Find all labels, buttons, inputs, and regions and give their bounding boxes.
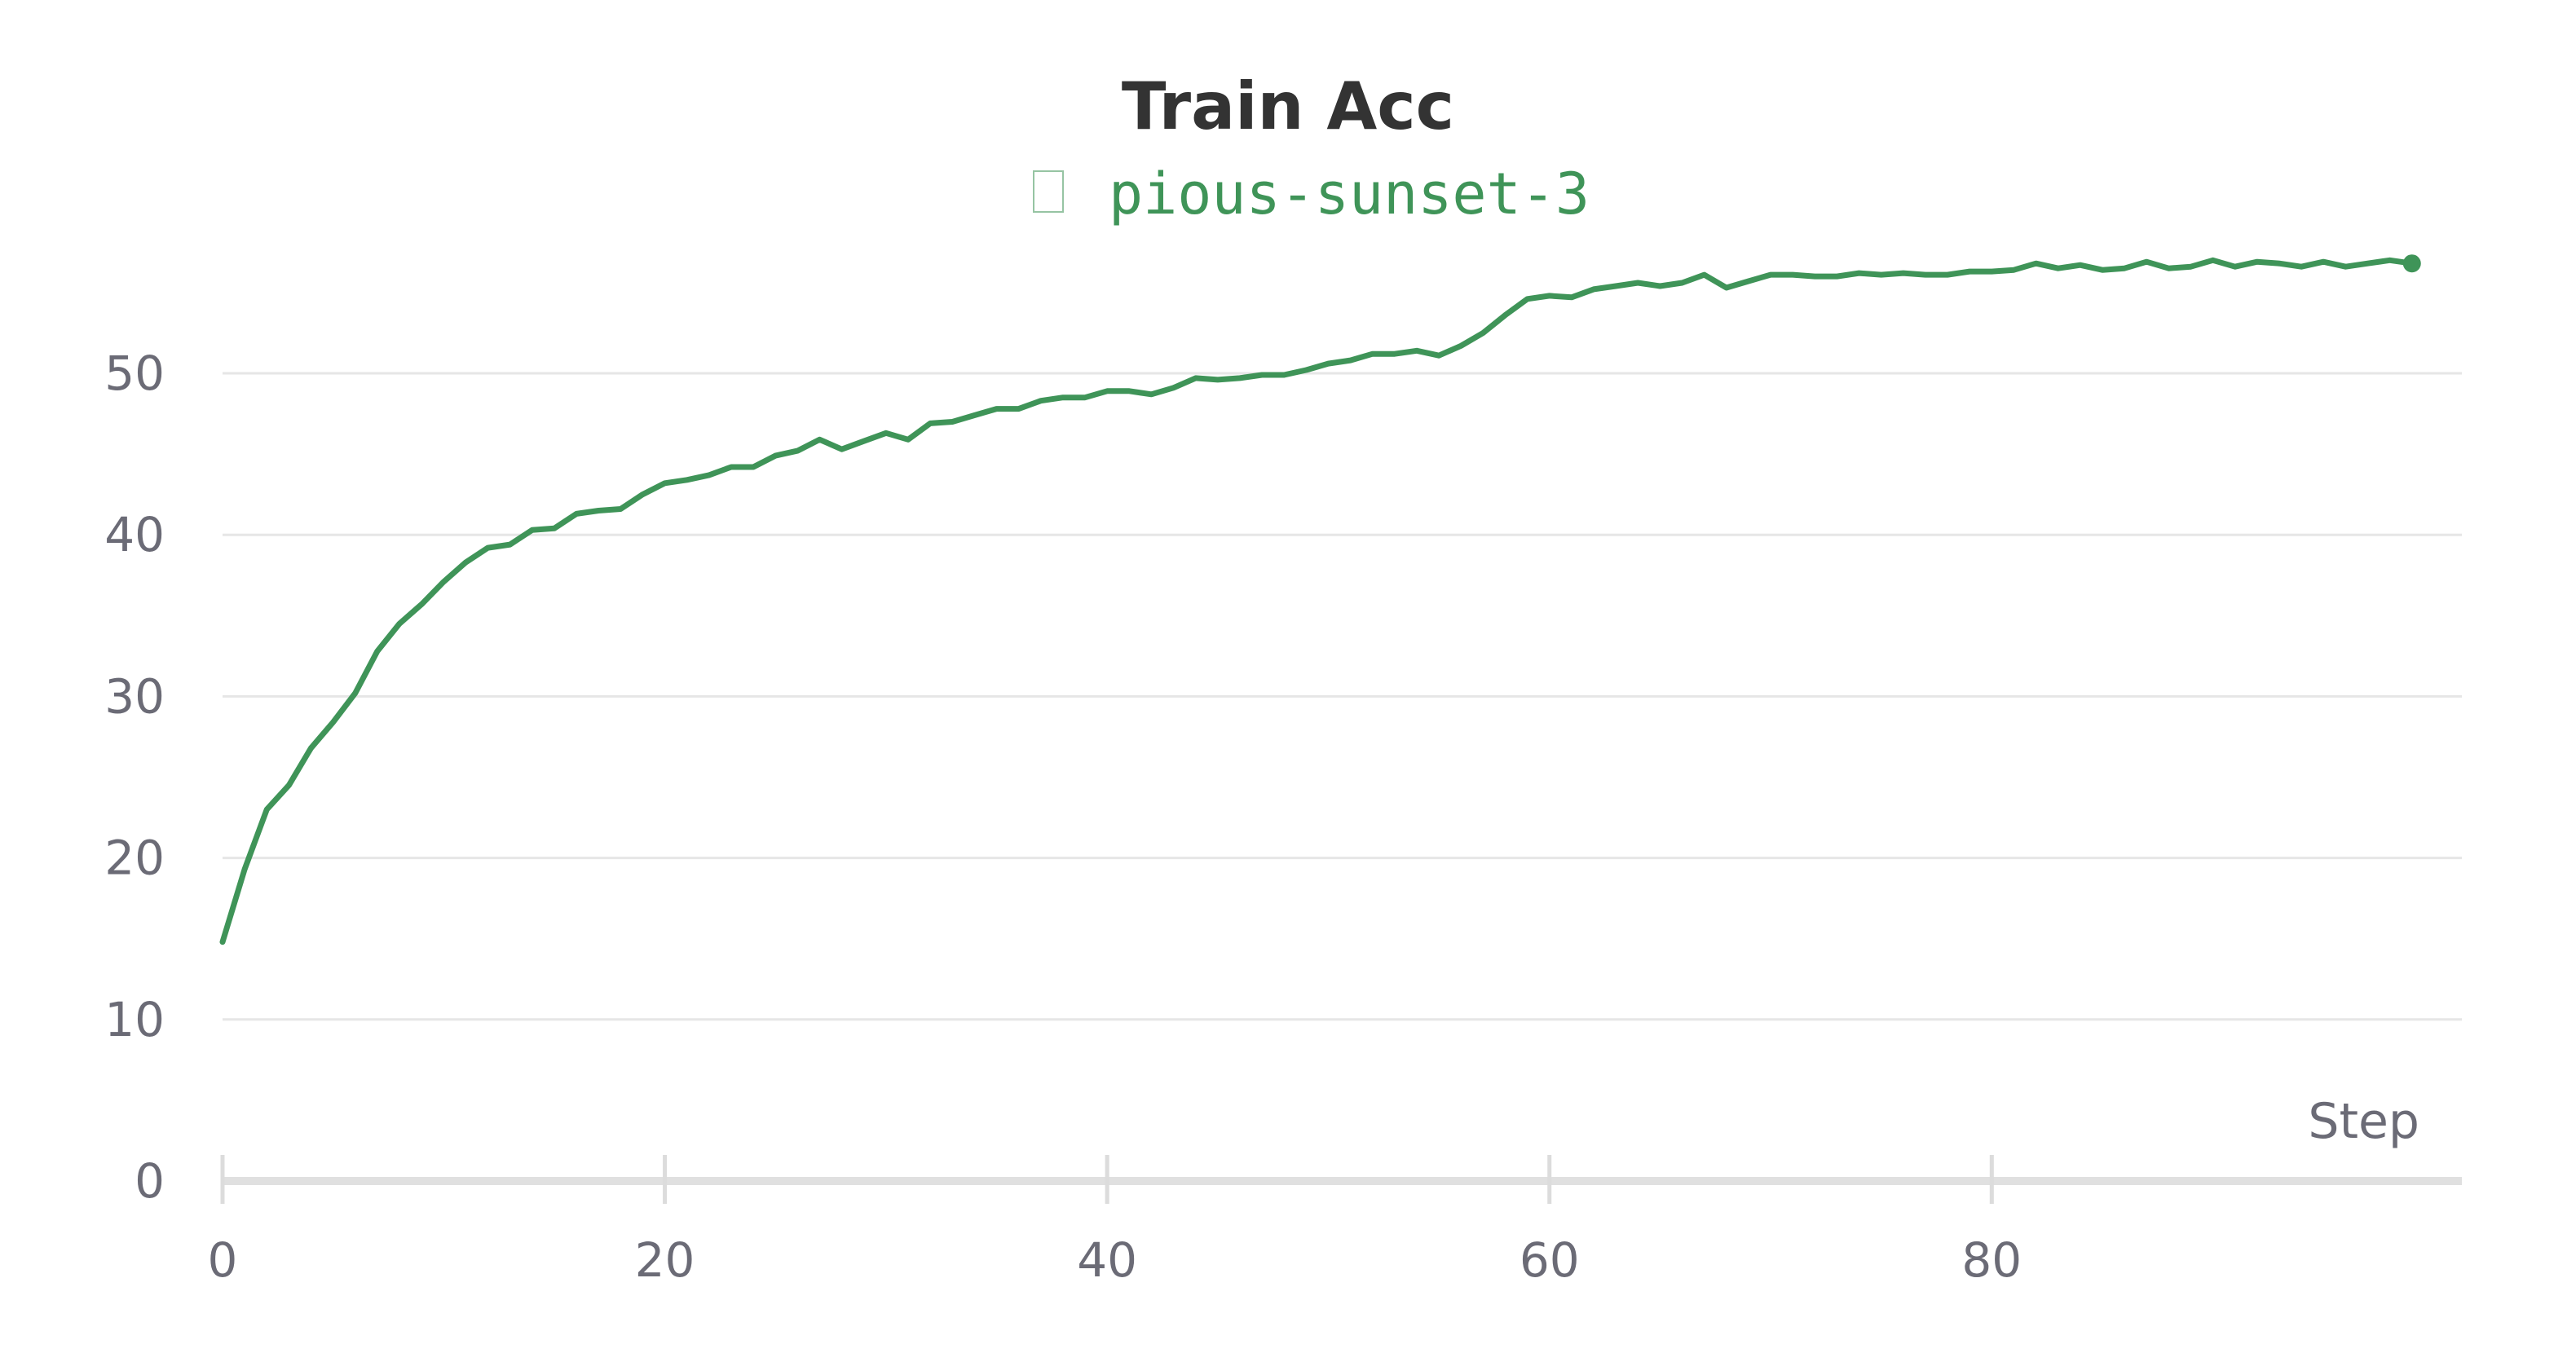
y-tick-label-30: 30 [104,668,165,724]
y-tick-label-20: 20 [104,831,165,886]
legend-swatch-icon [1033,170,1064,213]
x-tick-label-20: 20 [635,1232,695,1288]
y-tick-label-50: 50 [104,346,165,401]
y-tick-label-40: 40 [104,507,165,562]
series-layer[interactable] [219,254,2421,945]
series-line-0[interactable] [219,257,2415,945]
x-tick-label-60: 60 [1520,1232,1580,1288]
legend-series-name: pious-sunset-3 [1109,161,1590,227]
series-endpoint-marker[interactable] [2402,254,2421,273]
y-axis-labels: 0 10 20 30 40 50 [104,346,165,1209]
x-tick-label-80: 80 [1961,1232,2022,1288]
legend[interactable]: pious-sunset-3 [1033,161,1590,227]
chart-title: Train Acc [1122,68,1454,144]
x-tick-label-0: 0 [208,1232,238,1288]
x-axis [220,1155,2462,1204]
y-tick-label-10: 10 [104,992,165,1047]
x-tick-label-40: 40 [1077,1232,1137,1288]
x-axis-labels: 0 20 40 60 80 [208,1232,2022,1288]
x-axis-title: Step [2308,1093,2419,1150]
grid-lines [223,372,2462,1021]
y-tick-label-0: 0 [135,1153,165,1209]
